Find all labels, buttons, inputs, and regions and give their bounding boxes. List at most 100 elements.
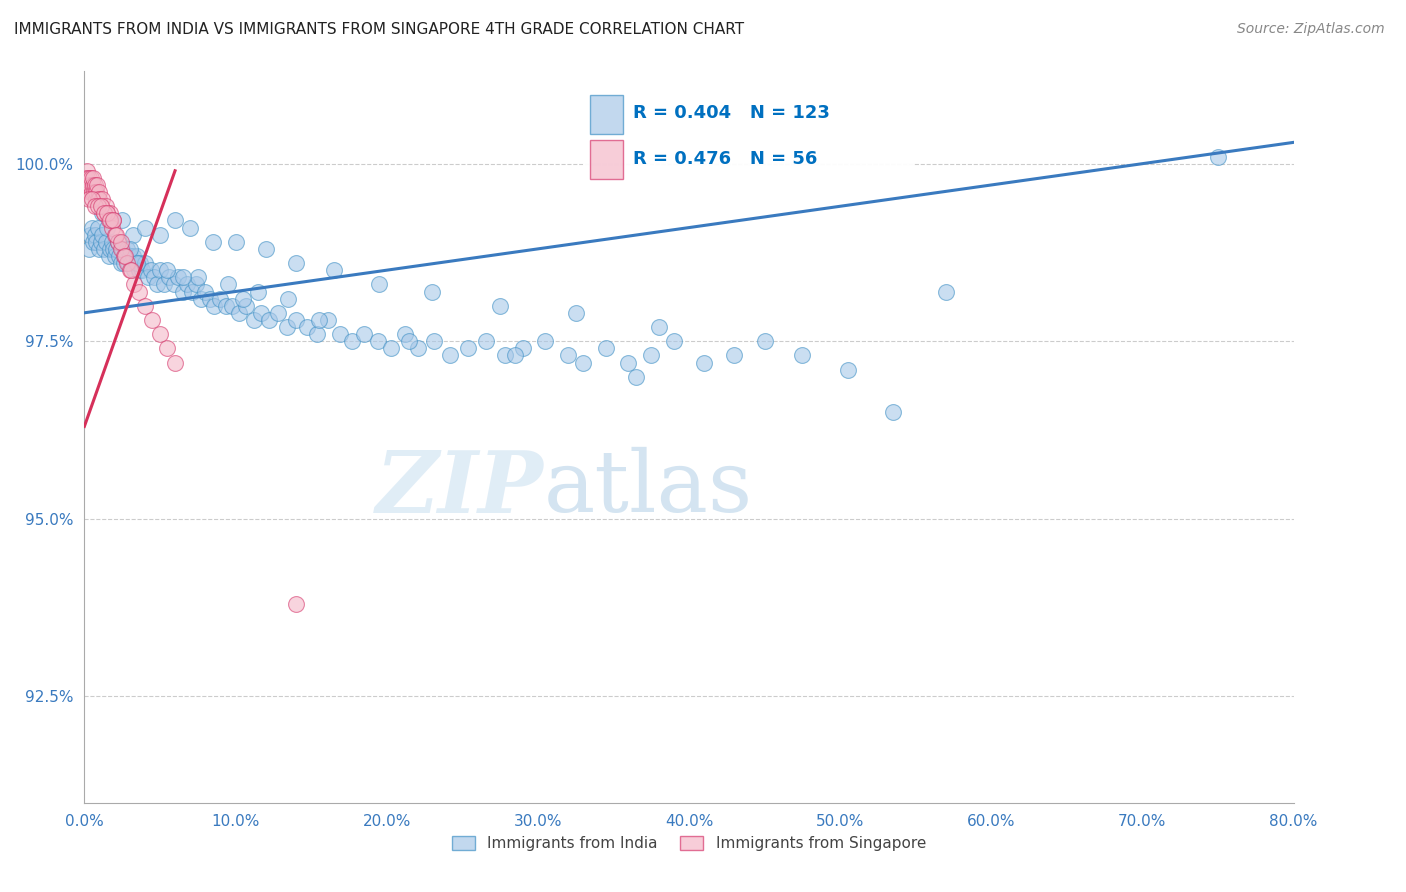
- Point: [115, 256, 138, 270]
- Point: [156, 341, 179, 355]
- Text: atlas: atlas: [544, 447, 754, 530]
- Point: [77, 170, 100, 185]
- Point: [153, 277, 176, 292]
- Point: [146, 277, 169, 292]
- Point: [187, 270, 209, 285]
- Point: [129, 256, 152, 270]
- Point: [340, 334, 363, 349]
- Point: [149, 327, 172, 342]
- Point: [91, 206, 114, 220]
- Point: [121, 249, 143, 263]
- Point: [87, 192, 110, 206]
- Point: [394, 327, 416, 342]
- Point: [98, 242, 121, 256]
- Point: [100, 235, 122, 249]
- Text: R = 0.476   N = 56: R = 0.476 N = 56: [633, 150, 817, 168]
- Point: [118, 263, 141, 277]
- Point: [221, 299, 243, 313]
- Point: [111, 213, 134, 227]
- Point: [837, 362, 859, 376]
- Point: [1206, 150, 1229, 164]
- Point: [194, 285, 217, 299]
- Point: [422, 334, 444, 349]
- Point: [98, 206, 121, 220]
- Point: [595, 341, 617, 355]
- Point: [882, 405, 904, 419]
- Point: [276, 320, 298, 334]
- Point: [122, 277, 145, 292]
- Point: [308, 313, 330, 327]
- Point: [754, 334, 776, 349]
- Point: [475, 334, 498, 349]
- Point: [142, 270, 165, 285]
- Point: [125, 256, 148, 270]
- Y-axis label: 4th Grade: 4th Grade: [0, 399, 4, 475]
- Point: [120, 256, 142, 270]
- Point: [75, 170, 97, 185]
- Point: [176, 277, 198, 292]
- Point: [82, 178, 104, 192]
- Point: [101, 213, 124, 227]
- Point: [277, 292, 299, 306]
- Point: [94, 199, 117, 213]
- Point: [295, 320, 318, 334]
- Point: [77, 242, 100, 256]
- Point: [93, 206, 115, 220]
- Point: [201, 235, 224, 249]
- Point: [157, 270, 180, 285]
- Point: [572, 355, 595, 369]
- Point: [172, 285, 194, 299]
- Point: [127, 256, 149, 270]
- Point: [935, 285, 957, 299]
- Point: [165, 213, 187, 227]
- Point: [648, 320, 671, 334]
- Point: [380, 341, 402, 355]
- Point: [97, 213, 120, 227]
- Point: [96, 206, 118, 220]
- Point: [82, 235, 104, 249]
- Point: [117, 256, 139, 270]
- Point: [112, 249, 135, 263]
- Point: [254, 242, 277, 256]
- Point: [136, 270, 159, 285]
- Point: [180, 285, 202, 299]
- Point: [250, 306, 273, 320]
- Point: [190, 292, 212, 306]
- Point: [408, 341, 430, 355]
- Point: [186, 277, 208, 292]
- Point: [79, 185, 101, 199]
- Point: [75, 178, 97, 192]
- Point: [128, 263, 150, 277]
- Point: [149, 227, 172, 242]
- Point: [80, 220, 103, 235]
- Point: [215, 299, 238, 313]
- Point: [489, 299, 512, 313]
- Text: R = 0.404   N = 123: R = 0.404 N = 123: [633, 104, 830, 122]
- Point: [108, 249, 131, 263]
- Point: [167, 270, 190, 285]
- Point: [420, 285, 443, 299]
- Point: [242, 313, 264, 327]
- Point: [86, 185, 108, 199]
- Point: [97, 249, 120, 263]
- Point: [84, 227, 107, 242]
- Point: [172, 270, 194, 285]
- Point: [257, 313, 280, 327]
- Point: [512, 341, 534, 355]
- Point: [202, 299, 225, 313]
- Point: [82, 170, 104, 185]
- Point: [101, 213, 124, 227]
- Point: [368, 277, 391, 292]
- Point: [367, 334, 389, 349]
- Point: [112, 256, 135, 270]
- Point: [439, 348, 461, 362]
- Point: [285, 597, 308, 611]
- Point: [557, 348, 579, 362]
- Point: [101, 242, 124, 256]
- Point: [84, 192, 107, 206]
- Point: [165, 355, 187, 369]
- Point: [235, 299, 257, 313]
- Point: [131, 263, 153, 277]
- Point: [693, 355, 716, 369]
- Point: [90, 199, 112, 213]
